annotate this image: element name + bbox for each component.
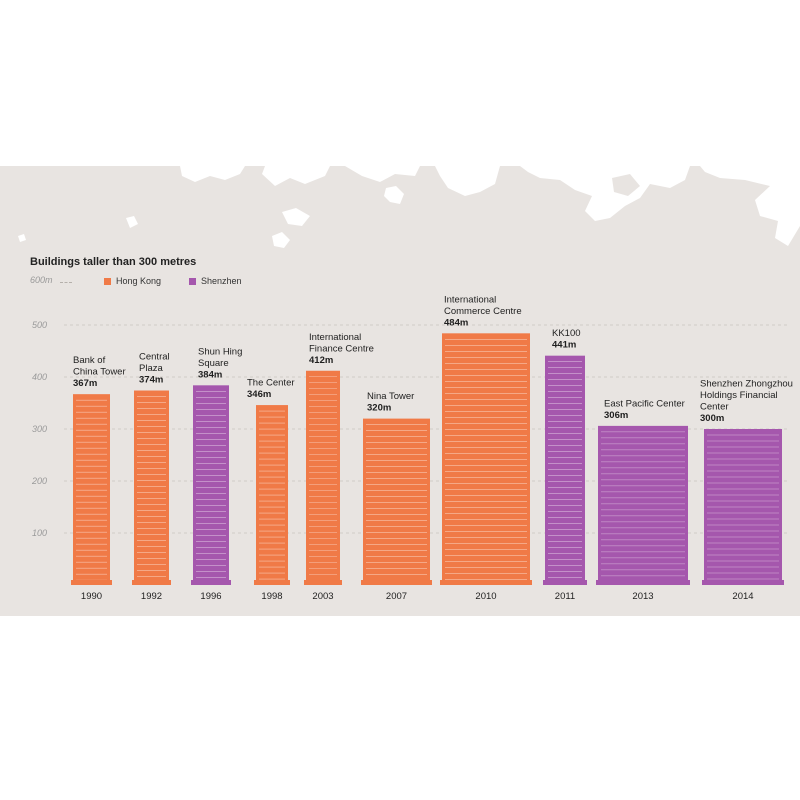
year-label: 2010: [475, 591, 496, 602]
year-label: 1996: [200, 591, 221, 602]
y-axis-top-line: [60, 282, 72, 283]
building-name: Plaza: [139, 363, 163, 374]
building-height: 300m: [700, 413, 724, 424]
y-tick-label: 100: [32, 528, 47, 538]
building-name: Finance Centre: [309, 343, 374, 354]
building-bar: [363, 418, 430, 585]
building-base: [132, 580, 171, 585]
building-base: [71, 580, 112, 585]
building-base: [596, 580, 690, 585]
building-name: Nina Tower: [367, 391, 414, 402]
legend-label: Shenzhen: [201, 276, 242, 286]
y-tick-label: 500: [32, 320, 47, 330]
building-bar: [545, 355, 585, 585]
year-label: 2007: [386, 591, 407, 602]
y-tick-label: 200: [31, 476, 47, 486]
building-name: KK100: [552, 328, 581, 339]
building-base: [191, 580, 231, 585]
y-tick-label: 400: [32, 372, 47, 382]
building-base: [702, 580, 784, 585]
y-tick-label: 300: [32, 424, 47, 434]
building-base: [543, 580, 587, 585]
building-name: Shun Hing: [198, 346, 242, 357]
year-label: 1990: [81, 591, 102, 602]
legend-swatch: [189, 278, 196, 286]
building-name: China Tower: [73, 367, 126, 378]
building-name: Square: [198, 358, 229, 369]
building-base: [361, 580, 432, 585]
year-label: 2014: [732, 591, 753, 602]
building-bar: [73, 394, 110, 585]
building-base: [440, 580, 532, 585]
building-name: Center: [700, 402, 729, 413]
building-bar: [134, 390, 169, 585]
year-label: 1998: [261, 591, 282, 602]
legend-label: Hong Kong: [116, 276, 162, 286]
building-height: 374m: [139, 375, 163, 386]
building-name: Holdings Financial: [700, 390, 778, 401]
building-name: Central: [139, 352, 170, 363]
building-base: [254, 580, 290, 585]
building-name: The Center: [247, 378, 295, 389]
building-base: [304, 580, 342, 585]
building-height: 484m: [444, 317, 468, 328]
building-height: 384m: [198, 369, 222, 380]
year-label: 2011: [555, 591, 575, 602]
building-height: 367m: [73, 378, 97, 389]
building-height: 306m: [604, 410, 628, 421]
chart-title: Buildings taller than 300 metres: [30, 256, 197, 268]
building-height: 320m: [367, 403, 391, 414]
year-label: 2003: [312, 591, 333, 602]
building-bar: [306, 370, 340, 585]
y-axis-top-label: 600m: [30, 275, 53, 285]
building-height: 412m: [309, 355, 333, 366]
building-bar: [193, 385, 229, 585]
legend-item-hong-kong: Hong Kong: [104, 276, 161, 286]
building-name: Bank of: [73, 355, 106, 366]
building-name: East Pacific Center: [604, 398, 685, 409]
building-height: 441m: [552, 340, 576, 351]
legend-item-shenzhen: Shenzhen: [189, 276, 242, 286]
building-name: Shenzhen Zhongzhou: [700, 379, 793, 390]
building-bar: [598, 425, 688, 585]
year-label: 2013: [632, 591, 653, 602]
year-label: 1992: [141, 591, 162, 602]
building-name: Commerce Centre: [444, 306, 522, 317]
building-height: 346m: [247, 389, 271, 400]
building-name: International: [309, 332, 361, 343]
building-name: International: [444, 294, 496, 305]
map-outline: [18, 166, 800, 248]
legend-swatch: [104, 278, 111, 286]
